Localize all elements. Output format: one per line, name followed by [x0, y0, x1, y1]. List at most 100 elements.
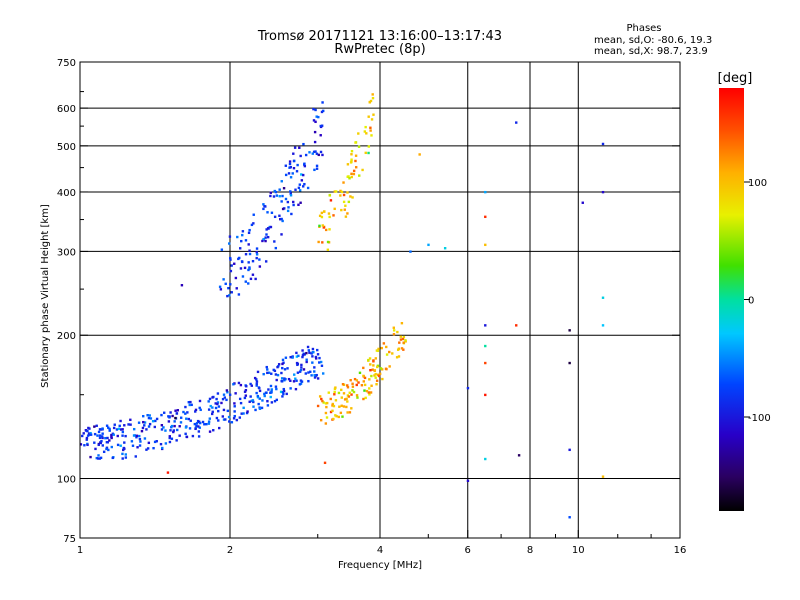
data-point: [270, 372, 273, 375]
data-point: [303, 182, 306, 186]
data-point: [307, 379, 310, 383]
data-point: [311, 152, 314, 155]
data-point: [376, 365, 379, 369]
data-point: [97, 454, 100, 457]
data-point: [147, 416, 151, 420]
data-point: [162, 426, 165, 429]
data-point: [321, 224, 324, 227]
data-point: [313, 130, 317, 134]
data-point: [252, 400, 255, 404]
data-point: [261, 399, 264, 402]
data-point: [284, 197, 288, 201]
data-point: [237, 257, 240, 261]
data-point: [255, 380, 259, 383]
y-tick-label: 500: [57, 142, 76, 153]
data-point: [289, 176, 293, 179]
data-point: [379, 367, 383, 370]
data-point: [289, 379, 292, 383]
data-point: [294, 387, 298, 391]
data-point: [356, 396, 359, 399]
data-point: [266, 368, 269, 371]
data-point: [369, 129, 372, 132]
data-point: [174, 409, 177, 412]
data-point: [289, 165, 292, 169]
data-point: [273, 189, 276, 193]
data-point: [396, 348, 400, 351]
data-point: [195, 424, 198, 428]
data-point: [250, 223, 254, 227]
data-point: [310, 352, 313, 355]
data-point: [255, 247, 259, 250]
data-point: [340, 404, 343, 407]
data-point: [343, 208, 346, 211]
data-point: [346, 175, 349, 179]
data-point: [318, 214, 322, 218]
data-point: [346, 411, 349, 414]
data-point: [289, 192, 292, 195]
data-point: [258, 389, 262, 393]
data-point: [340, 190, 344, 194]
data-point: [281, 207, 285, 211]
data-point: [266, 227, 270, 230]
data-point: [308, 151, 311, 154]
data-point: [82, 432, 85, 435]
data-point: [289, 194, 293, 197]
data-point: [324, 402, 328, 405]
data-point: [258, 265, 262, 268]
data-point: [269, 194, 272, 198]
data-point: [299, 201, 302, 204]
data-point: [392, 326, 396, 329]
data-point: [160, 413, 163, 417]
data-point: [96, 434, 99, 437]
data-point: [276, 365, 279, 369]
data-point: [184, 405, 187, 409]
data-point: [284, 377, 287, 381]
chart-title: Tromsø 20171121 13:16:00–13:17:43: [257, 29, 502, 44]
data-point: [230, 264, 233, 267]
data-point: [198, 406, 201, 410]
data-point: [275, 387, 278, 391]
data-point: [121, 430, 125, 434]
data-point: [275, 398, 278, 402]
data-point: [238, 397, 242, 401]
data-point: [368, 357, 372, 360]
data-point: [220, 401, 223, 405]
data-point: [233, 410, 236, 413]
data-point: [321, 399, 324, 403]
data-point: [288, 166, 291, 169]
data-point: [324, 228, 328, 232]
data-point: [266, 404, 270, 407]
data-point: [315, 357, 318, 360]
data-point: [346, 386, 350, 389]
data-point: [484, 457, 487, 461]
data-point: [118, 424, 121, 428]
data-point: [143, 424, 146, 427]
data-point: [346, 400, 349, 403]
data-point: [369, 363, 372, 366]
data-point: [240, 412, 243, 415]
data-point: [234, 392, 237, 395]
data-point: [229, 283, 232, 286]
data-point: [341, 415, 344, 418]
data-point: [280, 180, 283, 183]
data-point: [370, 374, 373, 378]
data-point: [189, 419, 192, 422]
data-point: [298, 183, 302, 186]
data-point: [208, 397, 212, 401]
data-point: [89, 455, 92, 459]
data-point: [112, 426, 116, 430]
data-point: [281, 390, 285, 394]
data-point: [308, 351, 311, 354]
data-point: [311, 355, 314, 358]
data-point: [302, 142, 305, 146]
data-point: [96, 457, 100, 460]
data-point: [581, 201, 584, 204]
data-point: [302, 185, 305, 188]
data-point: [107, 448, 110, 452]
data-point: [302, 368, 306, 371]
data-point: [388, 365, 391, 368]
data-point: [385, 345, 388, 349]
data-point: [248, 249, 251, 252]
data-point: [256, 394, 260, 398]
data-point: [306, 345, 310, 349]
